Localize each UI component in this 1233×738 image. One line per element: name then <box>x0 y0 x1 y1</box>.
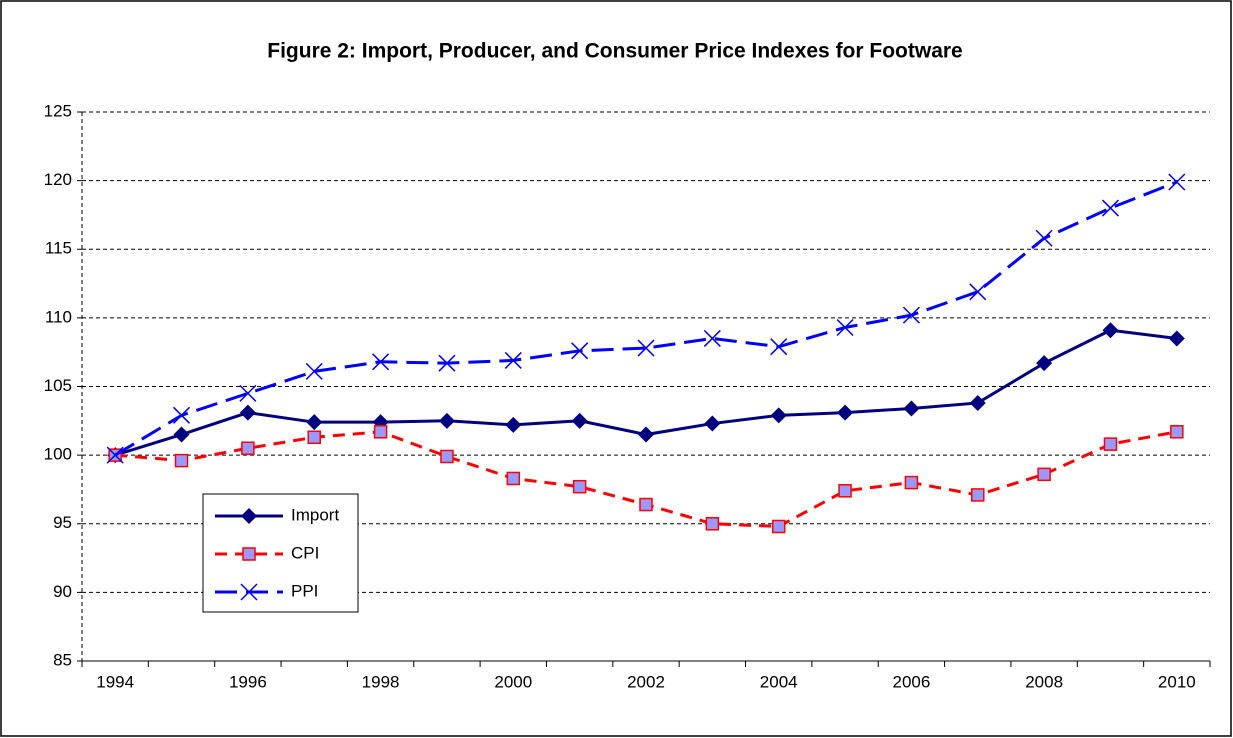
marker <box>902 306 920 324</box>
y-tick-label: 90 <box>53 582 72 601</box>
y-tick-label: 85 <box>53 650 72 669</box>
x-tick-label: 2004 <box>760 672 798 691</box>
x-tick-label: 1994 <box>96 672 134 691</box>
marker <box>372 353 390 371</box>
marker <box>438 354 456 372</box>
marker <box>438 412 455 429</box>
marker <box>239 384 257 402</box>
y-tick-label: 125 <box>44 101 72 120</box>
marker <box>703 329 721 347</box>
marker <box>106 446 124 464</box>
marker <box>307 430 321 445</box>
y-tick-label: 115 <box>45 239 72 258</box>
x-tick-label: 1996 <box>229 672 267 691</box>
marker <box>172 406 191 424</box>
marker <box>506 471 521 486</box>
marker <box>1170 425 1184 439</box>
y-tick-label: 120 <box>44 170 72 189</box>
marker <box>1102 322 1119 339</box>
marker <box>1103 437 1118 451</box>
marker <box>440 449 454 464</box>
marker <box>1036 355 1053 372</box>
marker <box>572 479 587 494</box>
marker <box>241 508 257 524</box>
y-tick-label: 110 <box>45 307 72 326</box>
marker <box>1168 173 1186 191</box>
marker <box>571 412 588 429</box>
marker <box>904 475 919 490</box>
marker <box>305 362 323 380</box>
x-tick-label: 2008 <box>1025 672 1063 691</box>
marker <box>1035 229 1053 247</box>
marker <box>836 318 854 337</box>
y-tick-label: 100 <box>44 445 72 464</box>
marker <box>239 404 256 421</box>
marker <box>969 283 987 301</box>
marker <box>1168 330 1185 347</box>
marker <box>770 407 787 424</box>
x-tick-label: 2010 <box>1158 672 1196 691</box>
marker <box>771 519 786 534</box>
marker <box>837 404 854 421</box>
marker <box>903 400 920 417</box>
x-tick-label: 2000 <box>494 672 532 691</box>
marker <box>373 425 388 439</box>
marker <box>173 426 190 443</box>
legend-label: Import <box>291 505 339 524</box>
chart-title: Figure 2: Import, Producer, and Consumer… <box>267 40 962 63</box>
marker <box>240 583 258 601</box>
marker <box>637 339 655 357</box>
y-tick-label: 105 <box>44 376 72 395</box>
marker <box>639 497 653 512</box>
x-tick-label: 2002 <box>627 672 665 691</box>
marker <box>969 394 986 411</box>
marker <box>174 453 189 468</box>
series-line <box>114 180 1178 457</box>
marker <box>838 484 852 498</box>
marker <box>638 426 654 443</box>
legend: Import CPI PPI <box>202 493 359 613</box>
marker <box>505 416 522 433</box>
marker <box>241 441 255 456</box>
marker <box>1101 199 1120 217</box>
marker <box>971 488 985 502</box>
marker <box>242 547 256 561</box>
marker <box>704 415 721 432</box>
legend-label: PPI <box>291 581 318 600</box>
marker <box>504 351 522 369</box>
y-tick-label: 95 <box>53 513 72 532</box>
x-tick-label: 1998 <box>362 672 400 691</box>
marker <box>705 517 720 531</box>
marker <box>1037 467 1051 482</box>
legend-label: CPI <box>291 543 319 562</box>
marker <box>571 342 589 360</box>
marker <box>306 414 323 431</box>
marker <box>770 338 788 356</box>
x-tick-label: 2006 <box>892 672 930 691</box>
